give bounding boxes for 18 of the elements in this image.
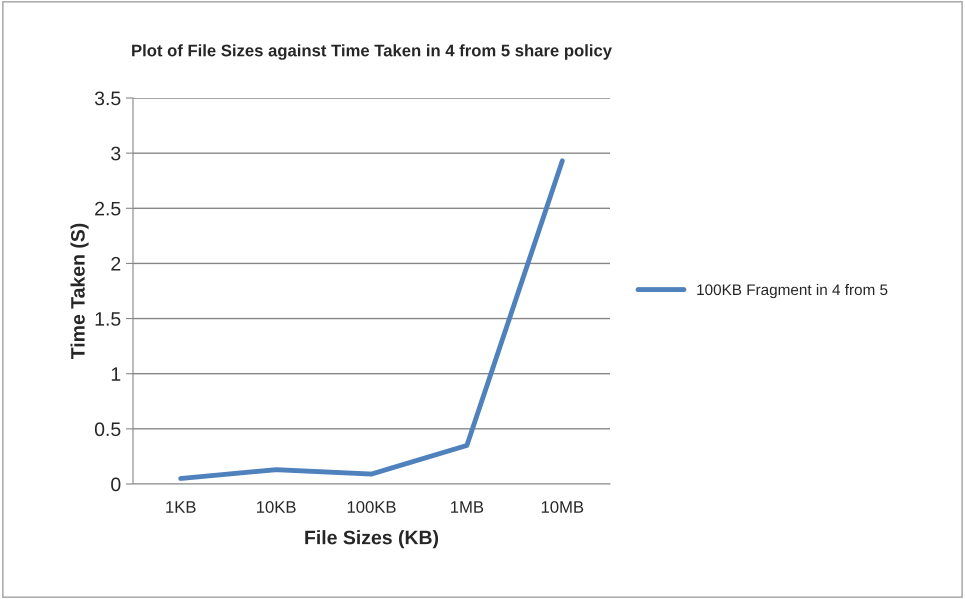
y-tick-label: 3.5 — [94, 91, 120, 106]
y-tick-label: 2.5 — [95, 202, 120, 216]
x-tick-label: 1MB — [451, 501, 484, 513]
x-axis-title: File Sizes (KB) — [305, 530, 438, 548]
legend-label: 100KB Fragment in 4 from 5 — [697, 284, 888, 298]
x-tick-label: 1KB — [166, 501, 196, 513]
x-tick-label: 10MB — [542, 501, 584, 513]
line-series — [178, 158, 565, 481]
y-tick-label: 1 — [112, 367, 120, 381]
y-axis-title: Time Taken (S) — [70, 224, 89, 360]
y-tick-label: 2 — [111, 256, 120, 270]
y-tick-label: 0 — [111, 477, 120, 492]
chart-title: Plot of File Sizes against Time Taken in 4 from 5 share policy — [132, 44, 612, 60]
y-tick-label: 3 — [111, 146, 120, 160]
y-tick-label: 0.5 — [94, 422, 120, 436]
x-tick-label: 100KB — [348, 501, 396, 513]
x-tick-label: 10KB — [256, 501, 296, 513]
y-tick-label: 1.5 — [96, 312, 120, 326]
